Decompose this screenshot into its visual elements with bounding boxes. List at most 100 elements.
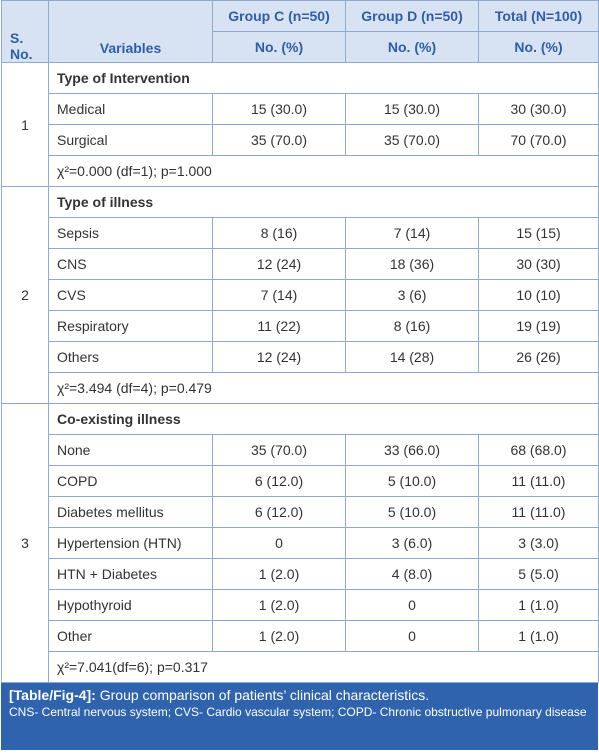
header-cell: No. (%): [345, 31, 479, 63]
header-cell: Total (N=100): [478, 0, 599, 32]
section-number: 1: [1, 62, 49, 187]
value-cell: 7 (14): [212, 279, 346, 311]
statistic: χ²=7.041(df=6); p=0.317: [48, 651, 599, 683]
value-cell: 15 (15): [478, 217, 599, 249]
header-cell: No. (%): [478, 31, 599, 63]
value-cell: 35 (70.0): [212, 124, 346, 156]
value-cell: 15 (30.0): [345, 93, 479, 125]
header-row: No. (%) No. (%) No. (%): [2, 31, 599, 63]
value-cell: 70 (70.0): [478, 124, 599, 156]
table-header: S. No. Variables Group C (n=50) Group D (n=5…: [1, 0, 599, 63]
value-cell: 5 (10.0): [345, 465, 479, 497]
value-cell: 33 (66.0): [345, 434, 479, 466]
caption-title: Group comparison of patients’ clinical c…: [99, 687, 430, 703]
statistic: χ²=0.000 (df=1); p=1.000: [48, 155, 599, 187]
value-cell: 5 (10.0): [345, 496, 479, 528]
header-cell: Group D (n=50): [345, 0, 479, 32]
value-cell: 10 (10): [478, 279, 599, 311]
value-cell: 6 (12.0): [212, 496, 346, 528]
table-body: 1 Type of Intervention Medical 15 (30.0) 15 …: [1, 62, 599, 683]
value-cell: 6 (12.0): [212, 465, 346, 497]
data-row: Diabetes mellitus 6 (12.0) 5 (10.0) 11 (11.…: [2, 496, 599, 528]
variable-cell: Hypothyroid: [48, 589, 213, 621]
value-cell: 3 (6): [345, 279, 479, 311]
header-row: S. No. Variables Group C (n=50) Group D (n=5…: [1, 0, 599, 63]
value-cell: 15 (30.0): [212, 93, 346, 125]
variable-cell: Others: [48, 341, 213, 373]
variable-cell: Diabetes mellitus: [48, 496, 213, 528]
value-cell: 8 (16): [212, 217, 346, 249]
value-cell: 18 (36): [345, 248, 479, 280]
value-cell: 12 (24): [212, 341, 346, 373]
variable-cell: None: [48, 434, 213, 466]
header-cell: Variables: [48, 0, 213, 63]
variable-cell: Hypertension (HTN): [48, 527, 213, 559]
variable-cell: Surgical: [48, 124, 213, 156]
caption: [Table/Fig-4]: Group comparison of patie…: [1, 683, 598, 750]
value-cell: 11 (11.0): [478, 496, 599, 528]
data-row: Sepsis 8 (16) 7 (14) 15 (15): [2, 217, 599, 249]
variable-cell: CNS: [48, 248, 213, 280]
statistic-row: χ²=0.000 (df=1); p=1.000: [2, 155, 599, 187]
variable-cell: HTN + Diabetes: [48, 558, 213, 590]
value-cell: 5 (5.0): [478, 558, 599, 590]
value-cell: 30 (30): [478, 248, 599, 280]
value-cell: 3 (3.0): [478, 527, 599, 559]
data-row: Respiratory 11 (22) 8 (16) 19 (19): [2, 310, 599, 342]
value-cell: 11 (22): [212, 310, 346, 342]
data-row: CVS 7 (14) 3 (6) 10 (10): [2, 279, 599, 311]
value-cell: 0: [212, 527, 346, 559]
caption-label: [Table/Fig-4]:: [9, 687, 96, 703]
value-cell: 4 (8.0): [345, 558, 479, 590]
value-cell: 30 (30.0): [478, 93, 599, 125]
section-title: Co-existing illness: [48, 403, 599, 435]
value-cell: 7 (14): [345, 217, 479, 249]
value-cell: 12 (24): [212, 248, 346, 280]
header-cell: Group C (n=50): [212, 0, 346, 32]
header-text: S.: [10, 30, 24, 46]
section-title-row: 3 Co-existing illness: [1, 403, 599, 683]
section-number: 3: [1, 403, 49, 683]
data-row: Medical 15 (30.0) 15 (30.0) 30 (30.0): [2, 93, 599, 125]
value-cell: 14 (28): [345, 341, 479, 373]
value-cell: 0: [345, 620, 479, 652]
data-row: COPD 6 (12.0) 5 (10.0) 11 (11.0): [2, 465, 599, 497]
value-cell: 11 (11.0): [478, 465, 599, 497]
section-title: Type of illness: [48, 186, 599, 218]
variable-cell: Sepsis: [48, 217, 213, 249]
data-row: HTN + Diabetes 1 (2.0) 4 (8.0) 5 (5.0): [2, 558, 599, 590]
section-title-row: 2 Type of illness: [1, 186, 599, 404]
value-cell: 26 (26): [478, 341, 599, 373]
table: S. No. Variables Group C (n=50) Group D (n=5…: [1, 0, 599, 683]
data-row: Other 1 (2.0) 0 1 (1.0): [2, 620, 599, 652]
value-cell: 0: [345, 589, 479, 621]
data-row: Hypertension (HTN) 0 3 (6.0) 3 (3.0): [2, 527, 599, 559]
data-row: Surgical 35 (70.0) 35 (70.0) 70 (70.0): [2, 124, 599, 156]
variable-cell: Respiratory: [48, 310, 213, 342]
value-cell: 35 (70.0): [212, 434, 346, 466]
value-cell: 8 (16): [345, 310, 479, 342]
value-cell: 1 (1.0): [478, 620, 599, 652]
section-title: Type of Intervention: [48, 62, 599, 94]
header-cell: S. No.: [1, 0, 49, 63]
statistic: χ²=3.494 (df=4); p=0.479: [48, 372, 599, 404]
value-cell: 19 (19): [478, 310, 599, 342]
variable-cell: Other: [48, 620, 213, 652]
section-title-row: 1 Type of Intervention: [1, 62, 599, 187]
caption-note: CNS- Central nervous system; CVS- Cardio…: [9, 705, 587, 719]
value-cell: 1 (2.0): [212, 620, 346, 652]
data-row: Others 12 (24) 14 (28) 26 (26): [2, 341, 599, 373]
value-cell: 35 (70.0): [345, 124, 479, 156]
variable-cell: COPD: [48, 465, 213, 497]
variable-cell: CVS: [48, 279, 213, 311]
header-text: No.: [10, 46, 33, 62]
statistic-row: χ²=7.041(df=6); p=0.317: [2, 651, 599, 683]
value-cell: 1 (2.0): [212, 558, 346, 590]
value-cell: 68 (68.0): [478, 434, 599, 466]
value-cell: 3 (6.0): [345, 527, 479, 559]
data-row: Hypothyroid 1 (2.0) 0 1 (1.0): [2, 589, 599, 621]
data-row: CNS 12 (24) 18 (36) 30 (30): [2, 248, 599, 280]
value-cell: 1 (2.0): [212, 589, 346, 621]
